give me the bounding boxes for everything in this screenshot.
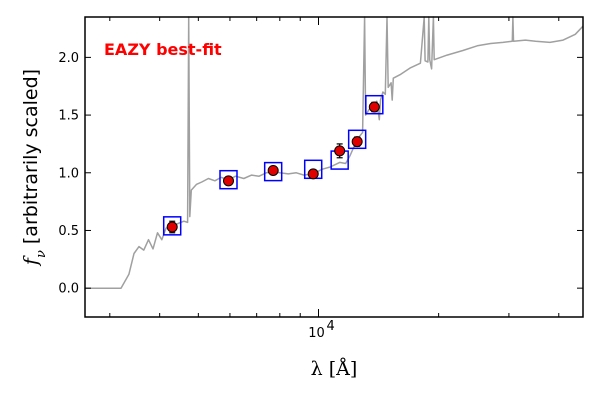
model-photometry-square-2 bbox=[219, 169, 238, 190]
x-tick-label-exponent: 4 bbox=[326, 319, 334, 334]
observed-point-5 bbox=[334, 145, 346, 157]
y-axis-label-text: [arbitrarily scaled] bbox=[20, 69, 42, 250]
annotation-label: EAZY best-fit bbox=[104, 40, 222, 59]
model-photometry-square-6 bbox=[347, 129, 367, 150]
x-axis-label: λ [Å] bbox=[311, 358, 358, 380]
y-tick-label-1.5: 1.5 bbox=[58, 109, 79, 124]
ticks-layer: 0.0 0.5 1.0 1.5 2.0 10 4 bbox=[58, 17, 583, 341]
y-axis-label-symbol: f bbox=[20, 255, 42, 267]
y-tick-label-2.0: 2.0 bbox=[58, 51, 79, 66]
plot-frame bbox=[84, 16, 584, 318]
model-photometry-square-3 bbox=[263, 161, 283, 182]
x-tick-label-10000: 10 bbox=[308, 326, 325, 341]
y-tick-label-1.0: 1.0 bbox=[58, 166, 79, 181]
y-axis-label-subscript: ν bbox=[34, 250, 49, 258]
observed-point-2 bbox=[222, 175, 234, 187]
model-photometry-square-1 bbox=[162, 216, 182, 236]
y-axis-label: fν [arbitrarily scaled] bbox=[20, 69, 49, 267]
y-tick-label-0.5: 0.5 bbox=[58, 224, 79, 239]
observed-point-6 bbox=[351, 136, 363, 148]
observed-points-layer bbox=[166, 101, 380, 234]
observed-point-3 bbox=[267, 164, 279, 176]
observed-point-1 bbox=[166, 221, 178, 233]
y-tick-label-0.0: 0.0 bbox=[58, 282, 79, 297]
observed-point-4 bbox=[307, 168, 319, 180]
model-photometry-square-7 bbox=[365, 94, 384, 115]
observed-point-7 bbox=[368, 101, 380, 113]
